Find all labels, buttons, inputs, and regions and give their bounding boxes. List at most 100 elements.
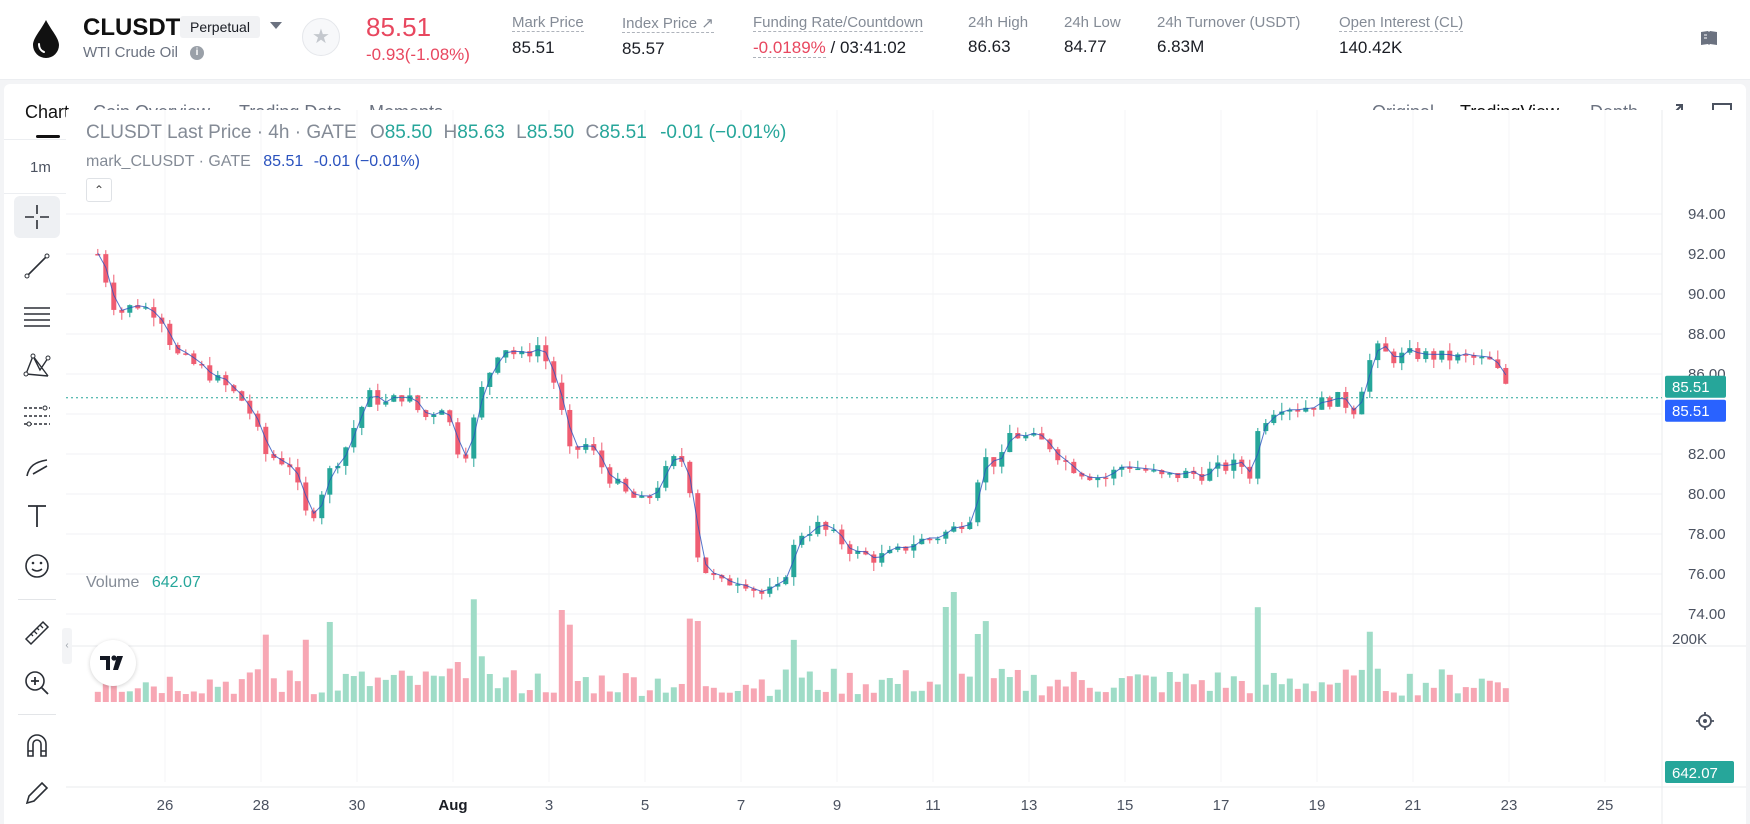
- volume-bar: [1254, 607, 1261, 702]
- candle-body: [607, 467, 613, 484]
- price-chart[interactable]: 26 28 30 Aug 3 5 7 9 11 13 15 17 19 21 23 25 94.00 92.00 9…: [66, 110, 1746, 824]
- volume-bar: [150, 686, 157, 702]
- volume-bar: [270, 678, 277, 702]
- tab-chart[interactable]: Chart: [25, 102, 70, 122]
- candle-body: [575, 446, 581, 450]
- candle-body: [879, 553, 885, 563]
- candle-body: [1183, 470, 1189, 479]
- pen-icon: [25, 781, 49, 805]
- volume-bar: [166, 676, 173, 702]
- candle-body: [759, 590, 765, 594]
- info-icon[interactable]: i: [190, 46, 204, 60]
- legend-collapse-button[interactable]: ⌃: [86, 178, 112, 202]
- horizontal-lines-tool[interactable]: [14, 295, 60, 337]
- candle-body: [959, 526, 965, 529]
- symbol-dropdown-icon[interactable]: [270, 22, 282, 29]
- pen-tool[interactable]: [14, 772, 60, 814]
- candle-body: [535, 345, 541, 357]
- text-tool[interactable]: [14, 495, 60, 537]
- last-price: 85.51: [366, 12, 432, 42]
- volume-bar: [638, 695, 645, 702]
- funding-countdown: / 03:41:02: [825, 38, 907, 57]
- favorite-star-icon[interactable]: ★: [302, 18, 340, 56]
- crosshair-tool[interactable]: [14, 196, 60, 238]
- symbol-name[interactable]: CLUSDT: [83, 14, 181, 41]
- market-header: CLUSDT Perpetual WTI Crude Oil i ★ 85.51…: [0, 0, 1750, 80]
- volume-bar: [1350, 675, 1357, 702]
- candle-body: [1311, 407, 1317, 410]
- candle-body: [1231, 459, 1237, 471]
- candle-body: [1135, 468, 1141, 471]
- mark-legend: mark_CLUSDT · GATE 85.51 -0.01 (−0.01%): [86, 153, 420, 171]
- candle-body: [431, 414, 437, 417]
- candle-body: [711, 573, 717, 576]
- price-axis-label: 80.00: [1688, 486, 1726, 503]
- candle-body: [1431, 351, 1437, 360]
- volume-bar: [1206, 690, 1213, 702]
- volume-bar: [662, 692, 669, 702]
- candle-body: [615, 478, 621, 484]
- candle-body: [519, 351, 525, 355]
- pattern-tool[interactable]: [14, 345, 60, 387]
- x-axis-label: 21: [1405, 797, 1422, 814]
- candle-body: [407, 395, 413, 402]
- price-axis-label: 74.00: [1688, 606, 1726, 623]
- volume-bar: [934, 684, 941, 702]
- measure-tool[interactable]: [14, 612, 60, 654]
- volume-bar: [1030, 674, 1037, 702]
- symbol-subtitle: WTI Crude Oil: [83, 44, 179, 61]
- volume-bar: [366, 686, 373, 702]
- volume-bar: [574, 681, 581, 702]
- volume-bar: [1294, 688, 1301, 702]
- candle-body: [1423, 351, 1429, 360]
- x-axis-label: 11: [925, 797, 941, 814]
- volume-bar: [214, 686, 221, 702]
- magnet-tool[interactable]: [14, 724, 60, 766]
- volume-bar: [518, 693, 525, 702]
- volume-bar: [1398, 695, 1405, 702]
- volume-bar: [1006, 677, 1013, 702]
- candle-body: [1175, 473, 1181, 479]
- volume-bar: [982, 621, 989, 702]
- volume-bar: [502, 677, 509, 702]
- legend-h-label: H: [443, 122, 458, 143]
- emoji-tool[interactable]: [14, 545, 60, 587]
- drawing-tools: [4, 194, 70, 824]
- volume-bar: [782, 669, 789, 702]
- candle-body: [831, 529, 837, 532]
- mark-price-tag: [1665, 399, 1726, 422]
- stat-value: 85.57: [622, 39, 665, 58]
- zoom-tool[interactable]: [14, 662, 60, 704]
- volume-bar: [1054, 679, 1061, 702]
- book-icon[interactable]: [1700, 30, 1718, 46]
- volume-bar: [686, 618, 693, 702]
- volume-legend-label: Volume: [86, 574, 140, 591]
- chart-axis-settings-icon[interactable]: [1694, 710, 1716, 732]
- candle-body: [1095, 477, 1101, 481]
- fib-retracement-tool[interactable]: [14, 395, 60, 437]
- candle-body: [1439, 350, 1445, 360]
- candle-body: [1031, 433, 1037, 436]
- collapse-toolbar-handle[interactable]: ‹: [62, 628, 72, 664]
- volume-bar: [1310, 691, 1317, 702]
- volume-bar: [318, 692, 325, 702]
- trend-line-tool[interactable]: [14, 245, 60, 287]
- candle-body: [991, 457, 997, 467]
- candle-body: [735, 584, 741, 586]
- trend-line-icon: [24, 253, 50, 279]
- volume-bar: [894, 683, 901, 702]
- candle-body: [951, 526, 957, 532]
- mark-legend-value: 85.51: [263, 153, 304, 170]
- timeframe-1m[interactable]: 1m: [30, 159, 51, 176]
- brush-tool[interactable]: [14, 445, 60, 487]
- stat-index-price[interactable]: Index Price ↗ 85.57: [622, 14, 714, 59]
- volume-bar: [302, 639, 309, 702]
- crude-oil-drop-icon: [33, 20, 59, 58]
- candle-body: [631, 491, 637, 498]
- tradingview-logo-icon[interactable]: [90, 640, 136, 686]
- volume-bar: [1406, 673, 1413, 702]
- volume-bar: [734, 690, 741, 702]
- expand-icon[interactable]: [1662, 101, 1686, 125]
- volume-bar: [1342, 669, 1349, 702]
- volume-bar: [1214, 672, 1221, 702]
